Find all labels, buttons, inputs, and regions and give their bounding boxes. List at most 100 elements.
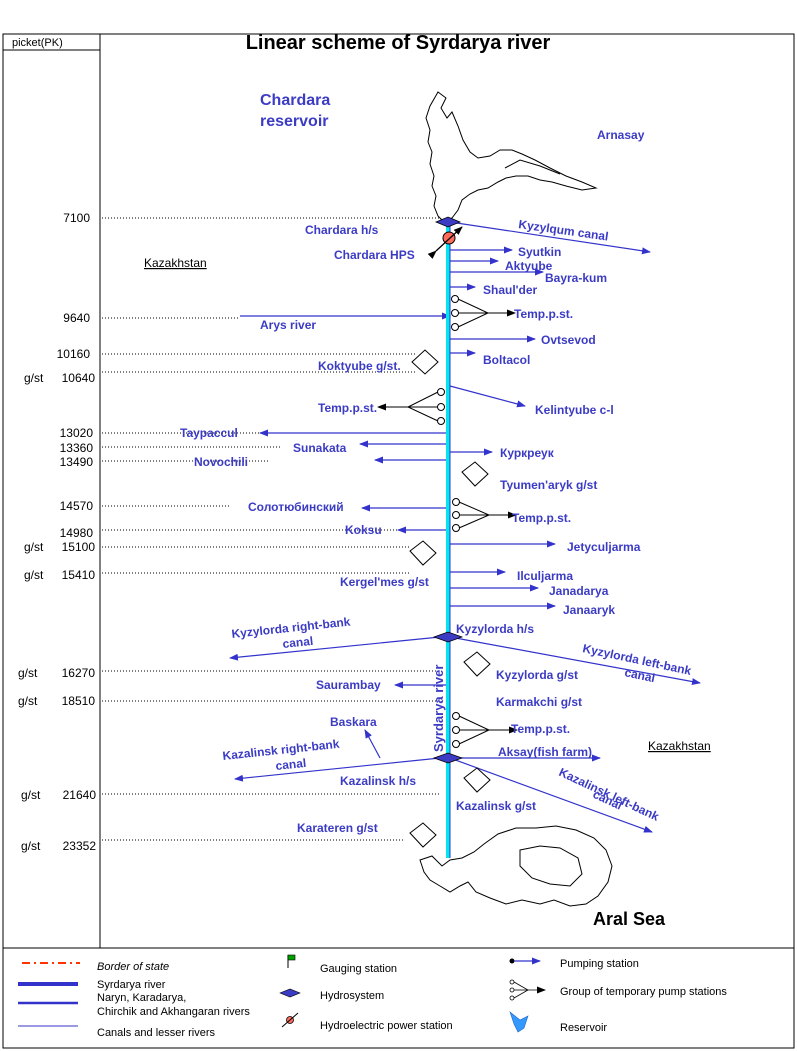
picket-value: 13490 [60,455,94,469]
picket-value: 15100 [62,540,96,554]
karmakchi-gst-label: Karmakchi g/st [496,695,582,709]
legend-naryn-label: Naryn, Karadarya, [97,992,186,1004]
legend-reservoir-label: Reservoir [560,1022,607,1034]
legend-hydrosystem-label: Hydrosystem [320,990,384,1002]
picket-prefix: g/st [24,568,44,582]
kergelmes-gst-label: Kergel'mes g/st [340,575,429,589]
legend-pumping-label: Pumping station [560,958,639,970]
legend-hps-label: Hydroelectric power station [320,1020,453,1032]
picket-value: 7100 [63,211,90,225]
chardara-reservoir-label-2: reservoir [260,113,329,130]
legend-pumping-icon [509,957,541,965]
picket-prefix: g/st [24,371,44,385]
solotyubinsky-label: Солотюбинский [248,500,344,514]
jetyculjarma-label: Jetyculjarma [567,540,641,554]
legend: Border of state Syrdarya river Naryn, Ka… [18,954,727,1039]
canal-arrows [229,221,701,833]
legend-gauging-label: Gauging station [320,963,397,975]
gauging-station-icons [409,349,491,848]
legend-hps-icon [281,1012,299,1028]
picket-value: 14980 [60,526,94,540]
picket-value: 9640 [63,311,90,325]
kazalinsk-gst-label: Kazalinsk g/st [456,799,536,813]
syrdarya-river-label: Syrdarya river [431,665,446,752]
temp-pump-group-1-icon [451,295,516,331]
legend-naryn-label-2: Chirchik and Akhangaran rivers [97,1006,250,1018]
boltacol-label: Boltacol [483,353,530,367]
legend-border-label: Border of state [97,961,169,973]
picket-value: 10160 [57,347,91,361]
bayra-kum-label: Bayra-kum [545,271,607,285]
arnasay-label: Arnasay [597,128,645,142]
picket-prefix: g/st [24,540,44,554]
legend-canal-label: Canals and lesser rivers [97,1027,215,1039]
arys-river-label: Arys river [260,318,316,332]
kazakhstan-label-2: Kazakhstan [648,739,711,753]
picket-value: 10640 [62,371,96,385]
aktyube-label: Aktyube [505,259,553,273]
janaaryk-label: Janaaryk [563,603,615,617]
temp-pump-group-2-icon [377,388,445,425]
sunakata-label: Sunakata [293,441,347,455]
picket-value: 21640 [63,788,97,802]
aral-island [519,845,583,887]
kyzylorda-left-canal-label-2: canal [623,665,656,685]
kazalinsk-hydrosystem-icon [432,752,464,764]
legend-hydrosystem-icon [279,988,301,998]
taypaccul-label: Taypaccul [180,426,238,440]
chardara-hps-icon [427,226,463,259]
picket-value: 14570 [60,499,94,513]
legend-syrdarya-label: Syrdarya river [97,979,166,991]
outer-frame [2,33,795,1049]
janadarya-label: Janadarya [549,584,609,598]
diagram-title: Linear scheme of Syrdarya river [246,32,551,54]
picket-value: 13360 [60,441,94,455]
kazalinsk-right-canal-label-2: canal [275,756,307,773]
kyzylorda-hs-label: Kyzylorda h/s [456,622,534,636]
picket-value: 23352 [63,839,97,853]
picket-prefix: g/st [18,694,38,708]
shaulder-label: Shaul'der [483,283,538,297]
kelintyube-label: Kelintyube c-l [535,403,614,417]
kyzylorda-gst-label: Kyzylorda g/st [496,668,578,682]
diagram-labels: Chardara reservoir Arnasay Chardara h/s … [144,92,711,929]
ilculjarma-label: Ilculjarma [517,569,573,583]
chardara-hps-label: Chardara HPS [334,248,415,262]
picket-value: 18510 [62,694,96,708]
tyumenaryk-gst-label: Tyumen'aryk g/st [500,478,597,492]
kazalinsk-hs-label: Kazalinsk h/s [340,774,416,788]
picket-prefix: g/st [21,839,41,853]
temp-pump-label-2: Temp.p.st. [318,401,377,415]
legend-gauging-icon [287,954,296,968]
picket-value: 15410 [62,568,96,582]
koksu-label: Koksu [345,523,382,537]
novochili-label: Novochili [194,455,248,469]
picket-prefix: g/st [21,788,41,802]
picket-guide-lines [102,217,440,841]
aksay-label: Aksay(fish farm) [498,745,592,759]
chardara-reservoir-label: Chardara [260,92,330,109]
koktyube-gst-label: Koktyube g/st. [318,359,401,373]
temp-pump-label-1: Temp.p.st. [514,307,573,321]
baskara-label: Baskara [330,715,377,729]
temp-pump-group-3-icon [452,498,517,532]
karateren-gst-label: Karateren g/st [297,821,378,835]
chardara-reservoir-shape [425,91,598,223]
temp-pump-group-4-icon [452,712,518,748]
picket-value: 16270 [62,666,96,680]
legend-reservoir-icon [509,1011,529,1033]
kazakhstan-label: Kazakhstan [144,256,207,270]
legend-temp-group-label: Group of temporary pump stations [560,986,727,998]
syutkin-label: Syutkin [518,245,561,259]
temp-pump-label-3: Temp.p.st. [512,511,571,525]
picket-list: g/st g/st g/st g/st g/st g/st g/st 7100 … [18,211,96,853]
chardara-hydrosystem-icon [434,216,462,228]
kurkreuk-label: Куркреук [500,446,555,460]
picket-prefix: g/st [18,666,38,680]
saurambay-label: Saurambay [316,678,381,692]
kyzylorda-hydrosystem-icon [432,631,464,643]
picket-value: 13020 [60,426,94,440]
legend-temp-group-icon [509,979,546,1001]
temp-pump-label-4: Temp.p.st. [511,722,570,736]
